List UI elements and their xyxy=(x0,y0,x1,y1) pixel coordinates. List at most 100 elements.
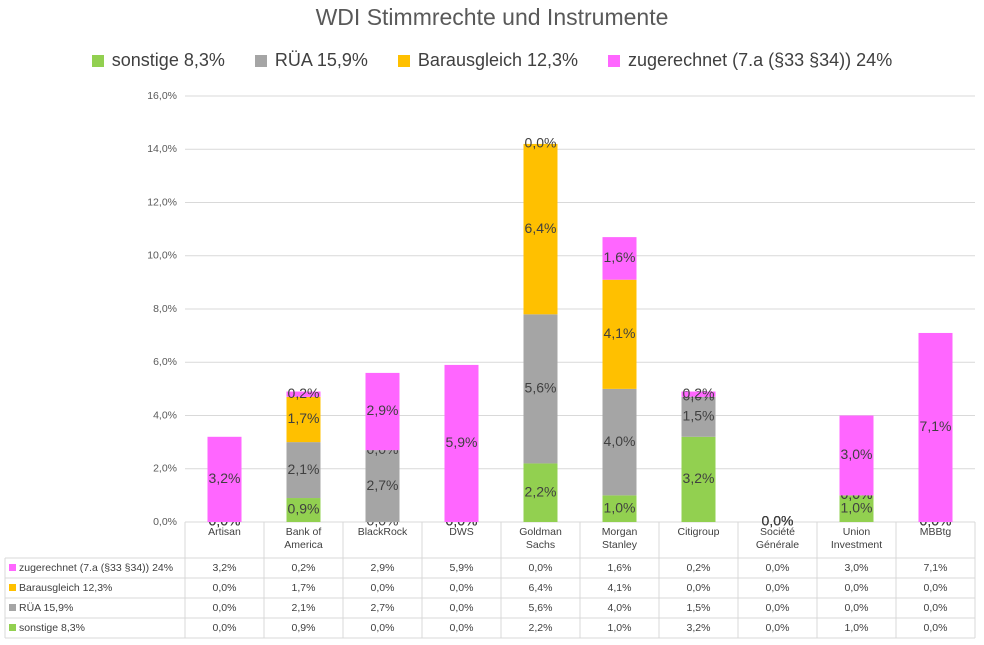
table-cell: 0,0% xyxy=(766,562,790,574)
table-cell: 3,2% xyxy=(687,622,711,634)
legend-swatch xyxy=(254,54,267,67)
y-tick-label: 14,0% xyxy=(147,143,177,155)
table-cell: 0,2% xyxy=(687,562,711,574)
table-cell: 2,2% xyxy=(529,622,553,634)
table-cell: 0,0% xyxy=(687,582,711,594)
table-cell: 0,0% xyxy=(766,582,790,594)
x-tick-label: Bank of America xyxy=(284,526,323,551)
legend-item: RÜA 15,9% xyxy=(254,50,368,71)
bar-segment xyxy=(602,495,637,522)
table-cell: 0,0% xyxy=(924,602,948,614)
table-cell: 0,0% xyxy=(213,582,237,594)
data-label: 1,0% xyxy=(841,499,873,515)
legend-label: Barausgleich 12,3% xyxy=(417,50,579,70)
data-label: 1,5% xyxy=(683,408,715,424)
data-label: 3,2% xyxy=(683,470,715,486)
bar-segment xyxy=(839,495,874,522)
data-label: 3,2% xyxy=(209,470,241,486)
data-label: 1,7% xyxy=(288,410,320,426)
bar-segment xyxy=(918,332,953,522)
y-tick-label: 4,0% xyxy=(153,409,177,421)
table-row-label: zugerechnet (7.a (§33 §34)) 24% xyxy=(19,562,173,574)
data-label: 1,0% xyxy=(604,499,636,515)
y-tick-label: 8,0% xyxy=(153,303,177,315)
bar-segment xyxy=(523,463,558,522)
legend-item: sonstige 8,3% xyxy=(91,50,225,71)
bar-segment xyxy=(444,364,479,522)
data-label: 6,4% xyxy=(525,220,557,236)
table-cell: 0,0% xyxy=(766,602,790,614)
table-row-label: sonstige 8,3% xyxy=(19,622,85,634)
x-tick-label: Citigroup xyxy=(677,526,720,538)
data-label: 0,2% xyxy=(288,385,320,401)
bar-segment xyxy=(365,450,400,522)
y-tick-label: 0,0% xyxy=(153,516,177,528)
bar-segment xyxy=(681,436,716,522)
chart-title: WDI Stimmrechte und Instrumente xyxy=(315,4,669,30)
data-label: 0,0% xyxy=(762,513,794,529)
table-row-label: Barausgleich 12,3% xyxy=(19,582,112,594)
legend-item: zugerechnet (7.a (§33 §34)) 24% xyxy=(608,50,892,71)
table-cell: 0,0% xyxy=(529,562,553,574)
data-label: 0,2% xyxy=(683,385,715,401)
y-tick-label: 16,0% xyxy=(147,90,177,102)
table-cell: 0,0% xyxy=(924,582,948,594)
legend-label: zugerechnet (7.a (§33 §34)) 24% xyxy=(628,50,893,70)
bar-segment xyxy=(286,396,321,443)
table-cell: 3,0% xyxy=(845,562,869,574)
table-cell: 6,4% xyxy=(529,582,553,594)
data-label: 2,2% xyxy=(525,483,557,499)
data-label: 2,1% xyxy=(288,461,320,477)
bar-segment xyxy=(602,388,637,496)
table-cell: 0,0% xyxy=(213,602,237,614)
data-label: 2,7% xyxy=(367,477,399,493)
data-label: 3,0% xyxy=(841,446,873,462)
data-label: 0,9% xyxy=(288,501,320,517)
data-label: 4,0% xyxy=(604,433,636,449)
table-cell: 0,0% xyxy=(371,582,395,594)
table-cell: 0,0% xyxy=(450,582,474,594)
bar-segment xyxy=(523,314,558,464)
table-cell: 1,7% xyxy=(292,582,316,594)
bar-segment xyxy=(286,391,321,397)
table-cell: 0,0% xyxy=(213,622,237,634)
legend-swatch xyxy=(397,54,410,67)
bar-segment xyxy=(681,396,716,437)
bar-segment xyxy=(602,279,637,389)
table-cell: 2,1% xyxy=(292,602,316,614)
table-cell: 5,9% xyxy=(450,562,474,574)
y-tick-label: 2,0% xyxy=(153,463,177,475)
table-swatch xyxy=(9,604,16,611)
table-cell: 0,0% xyxy=(371,622,395,634)
table-cell: 2,7% xyxy=(371,602,395,614)
data-label: 4,1% xyxy=(604,325,636,341)
table-cell: 1,5% xyxy=(687,602,711,614)
y-tick-label: 6,0% xyxy=(153,356,177,368)
x-tick-label: Artisan xyxy=(208,526,241,538)
x-tick-label: DWS xyxy=(449,526,474,538)
table-cell: 3,2% xyxy=(213,562,237,574)
data-label: 0,0% xyxy=(762,513,794,529)
data-label: 0,0% xyxy=(525,135,557,151)
table-cell: 7,1% xyxy=(924,562,948,574)
table-cell: 1,6% xyxy=(608,562,632,574)
table-cell: 1,0% xyxy=(845,622,869,634)
data-label: 2,9% xyxy=(367,402,399,418)
table-swatch xyxy=(9,584,16,591)
x-tick-label: Goldman Sachs xyxy=(519,526,562,551)
data-label: 7,1% xyxy=(920,418,952,434)
data-label: 0,0% xyxy=(762,513,794,529)
table-cell: 0,0% xyxy=(450,622,474,634)
bar-segment xyxy=(523,143,558,315)
table-swatch xyxy=(9,624,16,631)
data-label: 5,6% xyxy=(525,380,557,396)
table-cell: 0,0% xyxy=(924,622,948,634)
table-cell: 5,6% xyxy=(529,602,553,614)
table-cell: 0,0% xyxy=(766,622,790,634)
table-swatch xyxy=(9,564,16,571)
y-tick-label: 12,0% xyxy=(147,196,177,208)
y-tick-label: 10,0% xyxy=(147,250,177,262)
x-tick-label: Société Générale xyxy=(755,526,800,551)
